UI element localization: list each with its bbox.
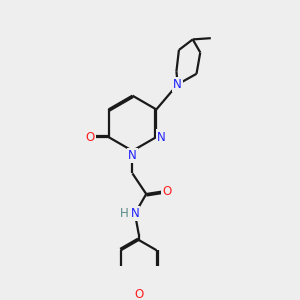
Text: O: O <box>85 130 94 143</box>
Text: N: N <box>157 130 166 143</box>
Text: N: N <box>173 78 182 91</box>
Text: H: H <box>120 207 129 220</box>
Text: N: N <box>130 207 139 220</box>
Text: N: N <box>128 149 137 162</box>
Text: O: O <box>134 288 143 300</box>
Text: O: O <box>162 185 171 198</box>
